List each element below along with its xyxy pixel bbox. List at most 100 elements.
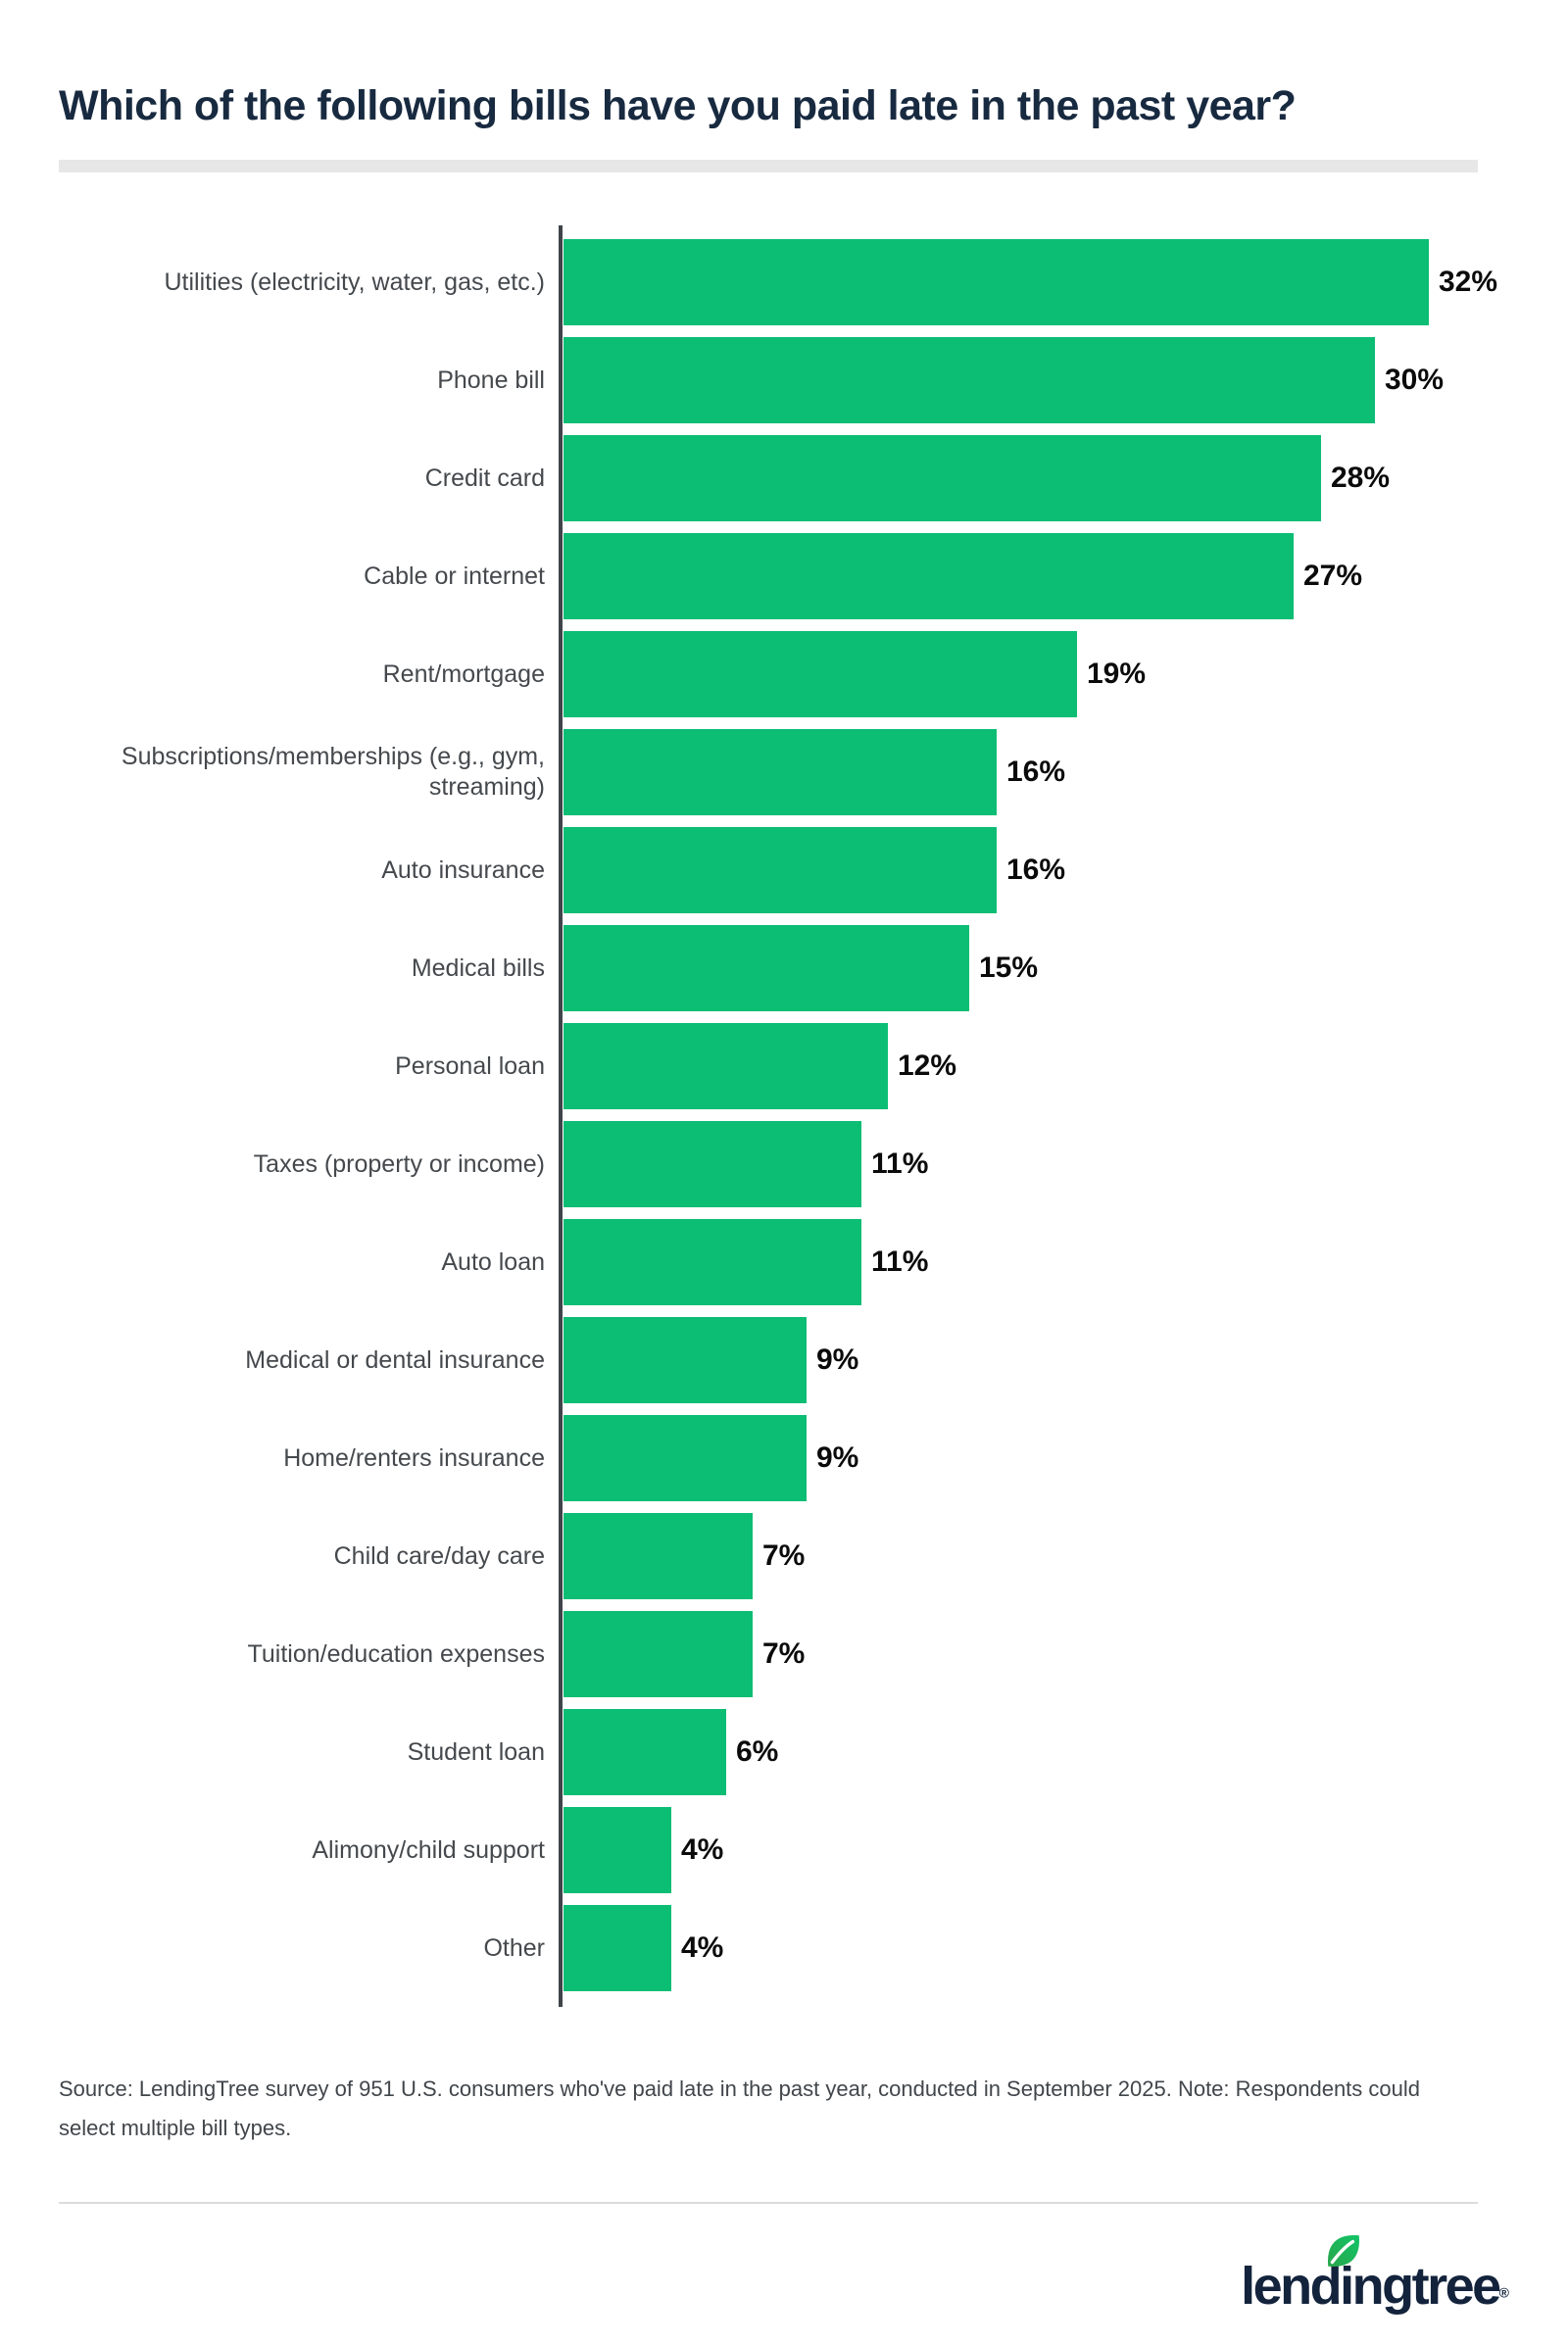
bar bbox=[564, 1317, 807, 1403]
value-label: 11% bbox=[871, 1148, 929, 1180]
bar-area: 6% bbox=[545, 1709, 1568, 1795]
leaf-icon bbox=[1328, 2235, 1360, 2267]
bar-area: 7% bbox=[545, 1513, 1568, 1599]
value-label: 30% bbox=[1385, 364, 1445, 396]
value-label: 7% bbox=[762, 1539, 806, 1572]
category-label: Medical or dental insurance bbox=[245, 1345, 545, 1374]
bar-area: 19% bbox=[545, 631, 1568, 717]
bar bbox=[564, 925, 969, 1011]
value-label: 9% bbox=[816, 1441, 859, 1474]
chart-row: Personal loan 12% bbox=[0, 1017, 1568, 1115]
bar-area: 11% bbox=[545, 1121, 1568, 1207]
category-label: Auto loan bbox=[441, 1247, 545, 1276]
bar bbox=[564, 533, 1294, 619]
value-label: 19% bbox=[1087, 658, 1147, 690]
chart-row: Home/renters insurance 9% bbox=[0, 1409, 1568, 1507]
title-divider bbox=[59, 160, 1478, 172]
bar bbox=[564, 1219, 861, 1305]
bar-area: 11% bbox=[545, 1219, 1568, 1305]
chart-row: Utilities (electricity, water, gas, etc.… bbox=[0, 233, 1568, 331]
value-label: 27% bbox=[1303, 560, 1363, 592]
footer-divider bbox=[59, 2202, 1478, 2204]
source-note: Source: LendingTree survey of 951 U.S. c… bbox=[59, 2076, 1420, 2140]
chart-row: Other 4% bbox=[0, 1899, 1568, 1997]
value-label: 9% bbox=[816, 1343, 859, 1376]
bar bbox=[564, 1807, 671, 1893]
chart-row: Medical or dental insurance 9% bbox=[0, 1311, 1568, 1409]
value-label: 15% bbox=[979, 952, 1039, 984]
category-label: Home/renters insurance bbox=[283, 1443, 545, 1472]
chart-row: Medical bills 15% bbox=[0, 919, 1568, 1017]
bar-area: 4% bbox=[545, 1807, 1568, 1893]
chart-row: Child care/day care 7% bbox=[0, 1507, 1568, 1605]
category-label: Other bbox=[483, 1933, 545, 1962]
chart-row: Taxes (property or income) 11% bbox=[0, 1115, 1568, 1213]
bar bbox=[564, 729, 997, 815]
bar-area: 27% bbox=[545, 533, 1568, 619]
bar bbox=[564, 435, 1321, 521]
bar bbox=[564, 631, 1077, 717]
category-label: Alimony/child support bbox=[312, 1835, 545, 1864]
category-label: Taxes (property or income) bbox=[253, 1149, 545, 1178]
bar-area: 16% bbox=[545, 827, 1568, 913]
bar-area: 12% bbox=[545, 1023, 1568, 1109]
value-label: 32% bbox=[1439, 266, 1498, 298]
value-label: 12% bbox=[898, 1050, 957, 1082]
bar bbox=[564, 827, 997, 913]
category-label: Tuition/education expenses bbox=[247, 1639, 545, 1668]
bar-area: 32% bbox=[545, 239, 1568, 325]
category-label: Rent/mortgage bbox=[382, 659, 545, 688]
bar-area: 28% bbox=[545, 435, 1568, 521]
category-label: Cable or internet bbox=[364, 562, 545, 590]
category-label: Phone bill bbox=[437, 366, 545, 394]
category-label: Child care/day care bbox=[333, 1541, 545, 1570]
chart-rows: Utilities (electricity, water, gas, etc.… bbox=[0, 233, 1568, 1997]
value-label: 16% bbox=[1006, 756, 1066, 788]
value-label: 4% bbox=[681, 1833, 724, 1866]
category-label: Utilities (electricity, water, gas, etc.… bbox=[164, 268, 545, 296]
logo-text: lendingtree bbox=[1241, 2257, 1501, 2316]
category-label: Credit card bbox=[424, 464, 545, 492]
value-label: 6% bbox=[736, 1735, 779, 1768]
bar-area: 30% bbox=[545, 337, 1568, 423]
bar bbox=[564, 1415, 807, 1501]
bar-area: 7% bbox=[545, 1611, 1568, 1697]
chart-row: Phone bill 30% bbox=[0, 331, 1568, 429]
category-label: Auto insurance bbox=[381, 855, 545, 884]
value-label: 11% bbox=[871, 1245, 929, 1278]
chart-row: Alimony/child support 4% bbox=[0, 1801, 1568, 1899]
registered-mark: ® bbox=[1498, 2284, 1509, 2301]
bar bbox=[564, 337, 1375, 423]
value-label: 4% bbox=[681, 1931, 724, 1964]
value-label: 7% bbox=[762, 1637, 806, 1670]
chart-row: Cable or internet 27% bbox=[0, 527, 1568, 625]
bar bbox=[564, 1023, 888, 1109]
chart-row: Tuition/education expenses 7% bbox=[0, 1605, 1568, 1703]
bar-area: 16% bbox=[545, 729, 1568, 815]
chart-row: Student loan 6% bbox=[0, 1703, 1568, 1801]
category-label: Personal loan bbox=[395, 1051, 545, 1080]
category-label: Subscriptions/memberships (e.g., gym, st… bbox=[121, 743, 545, 801]
bar bbox=[564, 1905, 671, 1991]
chart-row: Subscriptions/memberships (e.g., gym, st… bbox=[0, 723, 1568, 821]
bar bbox=[564, 1513, 753, 1599]
category-label: Student loan bbox=[407, 1737, 545, 1766]
logo-inner: lendingtree® bbox=[1241, 2235, 1509, 2316]
bar-area: 4% bbox=[545, 1905, 1568, 1991]
value-label: 28% bbox=[1331, 462, 1391, 494]
lendingtree-logo: lendingtree® bbox=[1241, 2235, 1509, 2316]
bar bbox=[564, 239, 1429, 325]
category-label: Medical bills bbox=[411, 953, 545, 982]
chart-row: Credit card 28% bbox=[0, 429, 1568, 527]
chart-row: Rent/mortgage 19% bbox=[0, 625, 1568, 723]
y-axis-line bbox=[559, 225, 563, 2007]
chart-row: Auto insurance 16% bbox=[0, 821, 1568, 919]
bar bbox=[564, 1709, 726, 1795]
bar bbox=[564, 1611, 753, 1697]
value-label: 16% bbox=[1006, 854, 1066, 886]
bar bbox=[564, 1121, 861, 1207]
bar-area: 9% bbox=[545, 1317, 1568, 1403]
bar-area: 9% bbox=[545, 1415, 1568, 1501]
chart-row: Auto loan 11% bbox=[0, 1213, 1568, 1311]
